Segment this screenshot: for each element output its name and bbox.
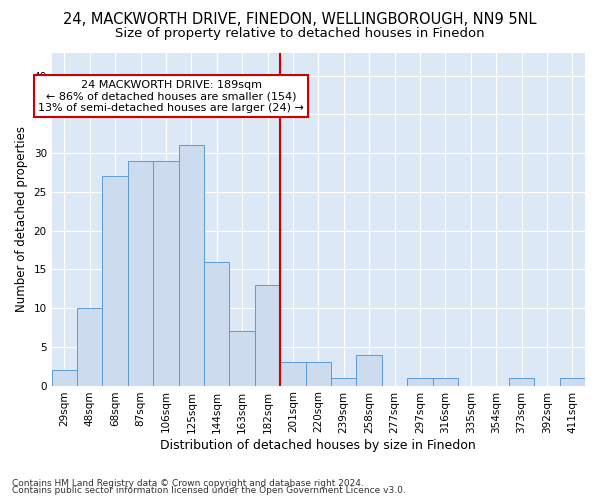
- Text: Contains public sector information licensed under the Open Government Licence v3: Contains public sector information licen…: [12, 486, 406, 495]
- Bar: [407, 378, 433, 386]
- Bar: [179, 146, 204, 386]
- Bar: [128, 161, 153, 386]
- Bar: [52, 370, 77, 386]
- Y-axis label: Number of detached properties: Number of detached properties: [15, 126, 28, 312]
- Bar: [305, 362, 331, 386]
- Bar: [229, 332, 255, 386]
- Bar: [356, 354, 382, 386]
- Text: 24 MACKWORTH DRIVE: 189sqm
← 86% of detached houses are smaller (154)
13% of sem: 24 MACKWORTH DRIVE: 189sqm ← 86% of deta…: [38, 80, 304, 113]
- Bar: [255, 285, 280, 386]
- Bar: [331, 378, 356, 386]
- Bar: [103, 176, 128, 386]
- X-axis label: Distribution of detached houses by size in Finedon: Distribution of detached houses by size …: [160, 440, 476, 452]
- Text: Size of property relative to detached houses in Finedon: Size of property relative to detached ho…: [115, 28, 485, 40]
- Bar: [433, 378, 458, 386]
- Bar: [280, 362, 305, 386]
- Bar: [204, 262, 229, 386]
- Bar: [153, 161, 179, 386]
- Bar: [77, 308, 103, 386]
- Text: 24, MACKWORTH DRIVE, FINEDON, WELLINGBOROUGH, NN9 5NL: 24, MACKWORTH DRIVE, FINEDON, WELLINGBOR…: [63, 12, 537, 28]
- Text: Contains HM Land Registry data © Crown copyright and database right 2024.: Contains HM Land Registry data © Crown c…: [12, 478, 364, 488]
- Bar: [560, 378, 585, 386]
- Bar: [509, 378, 534, 386]
